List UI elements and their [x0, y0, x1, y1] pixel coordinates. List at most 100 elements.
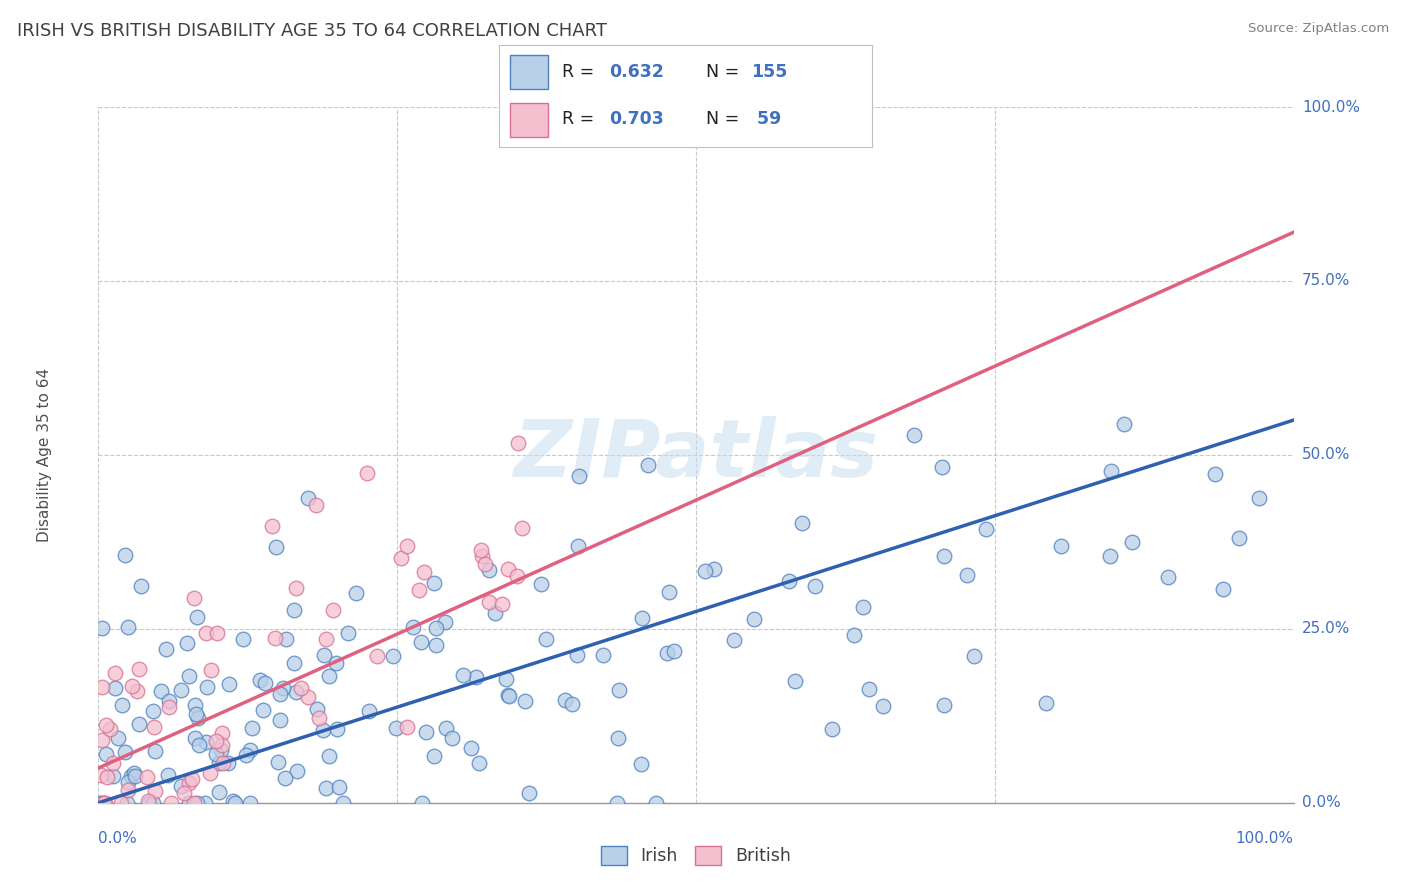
Point	[269, 713, 291, 727]
Point	[408, 583, 430, 598]
Point	[468, 756, 491, 770]
Point	[723, 633, 745, 648]
Point	[956, 568, 979, 582]
Point	[94, 747, 117, 761]
Point	[103, 681, 125, 695]
Point	[269, 687, 291, 701]
Point	[94, 796, 117, 810]
Point	[177, 796, 200, 810]
Point	[1247, 491, 1270, 506]
Point	[274, 771, 297, 785]
Point	[157, 694, 180, 708]
Point	[218, 676, 240, 690]
Point	[179, 775, 201, 789]
Point	[505, 569, 527, 583]
Point	[195, 680, 218, 694]
Point	[631, 610, 654, 624]
Point	[101, 769, 124, 783]
Text: IRISH VS BRITISH DISABILITY AGE 35 TO 64 CORRELATION CHART: IRISH VS BRITISH DISABILITY AGE 35 TO 64…	[17, 22, 607, 40]
Point	[1204, 467, 1226, 481]
Point	[328, 780, 350, 794]
Point	[222, 794, 245, 808]
Point	[423, 749, 446, 764]
Point	[315, 780, 337, 795]
Point	[415, 724, 437, 739]
Point	[194, 735, 217, 749]
Point	[484, 606, 506, 620]
Point	[821, 723, 844, 737]
Point	[413, 565, 436, 579]
Point	[235, 747, 257, 762]
Point	[125, 683, 148, 698]
Point	[252, 703, 274, 717]
Point	[366, 649, 388, 664]
Point	[325, 656, 347, 670]
Point	[344, 586, 367, 600]
Point	[655, 646, 678, 660]
Point	[506, 436, 529, 450]
Point	[314, 648, 336, 662]
Point	[157, 699, 180, 714]
Point	[534, 632, 557, 647]
Point	[187, 711, 209, 725]
Point	[474, 557, 496, 571]
Text: 0.0%: 0.0%	[98, 830, 138, 846]
Point	[239, 743, 262, 757]
Point	[91, 621, 114, 635]
Point	[263, 631, 285, 645]
Point	[128, 716, 150, 731]
Point	[478, 563, 501, 577]
Point	[645, 796, 668, 810]
Point	[1121, 535, 1143, 549]
Point	[395, 539, 418, 553]
Point	[89, 796, 111, 810]
Point	[208, 785, 231, 799]
Point	[402, 620, 425, 634]
Point	[498, 689, 520, 703]
Point	[693, 564, 716, 578]
Point	[186, 706, 208, 721]
Point	[195, 625, 218, 640]
Text: 59: 59	[751, 110, 780, 128]
Point	[305, 499, 328, 513]
Point	[91, 732, 114, 747]
Point	[325, 723, 347, 737]
Point	[155, 641, 177, 656]
Point	[176, 635, 198, 649]
Point	[240, 721, 263, 735]
Point	[606, 731, 628, 746]
Point	[554, 693, 576, 707]
Point	[305, 702, 328, 716]
Point	[111, 698, 134, 713]
Point	[332, 796, 354, 810]
Point	[411, 796, 433, 810]
Point	[186, 796, 208, 810]
Text: 75.0%: 75.0%	[1302, 274, 1350, 288]
Text: 50.0%: 50.0%	[1302, 448, 1350, 462]
Point	[460, 741, 482, 756]
Point	[117, 620, 139, 634]
Point	[177, 669, 200, 683]
Point	[212, 756, 235, 771]
Point	[184, 731, 207, 745]
Point	[193, 796, 215, 810]
Point	[136, 794, 159, 808]
Point	[138, 796, 160, 810]
Text: 100.0%: 100.0%	[1236, 830, 1294, 846]
Point	[425, 621, 447, 635]
Text: N =: N =	[706, 110, 745, 128]
Point	[183, 591, 205, 606]
Point	[122, 766, 145, 780]
Point	[411, 635, 433, 649]
Point	[308, 711, 330, 725]
Point	[96, 770, 118, 784]
Point	[211, 738, 233, 752]
Point	[173, 785, 195, 799]
Point	[356, 466, 378, 480]
Point	[117, 775, 139, 789]
Point	[114, 745, 136, 759]
Point	[592, 648, 614, 662]
Point	[510, 521, 533, 535]
Point	[803, 579, 825, 593]
Point	[441, 731, 464, 745]
